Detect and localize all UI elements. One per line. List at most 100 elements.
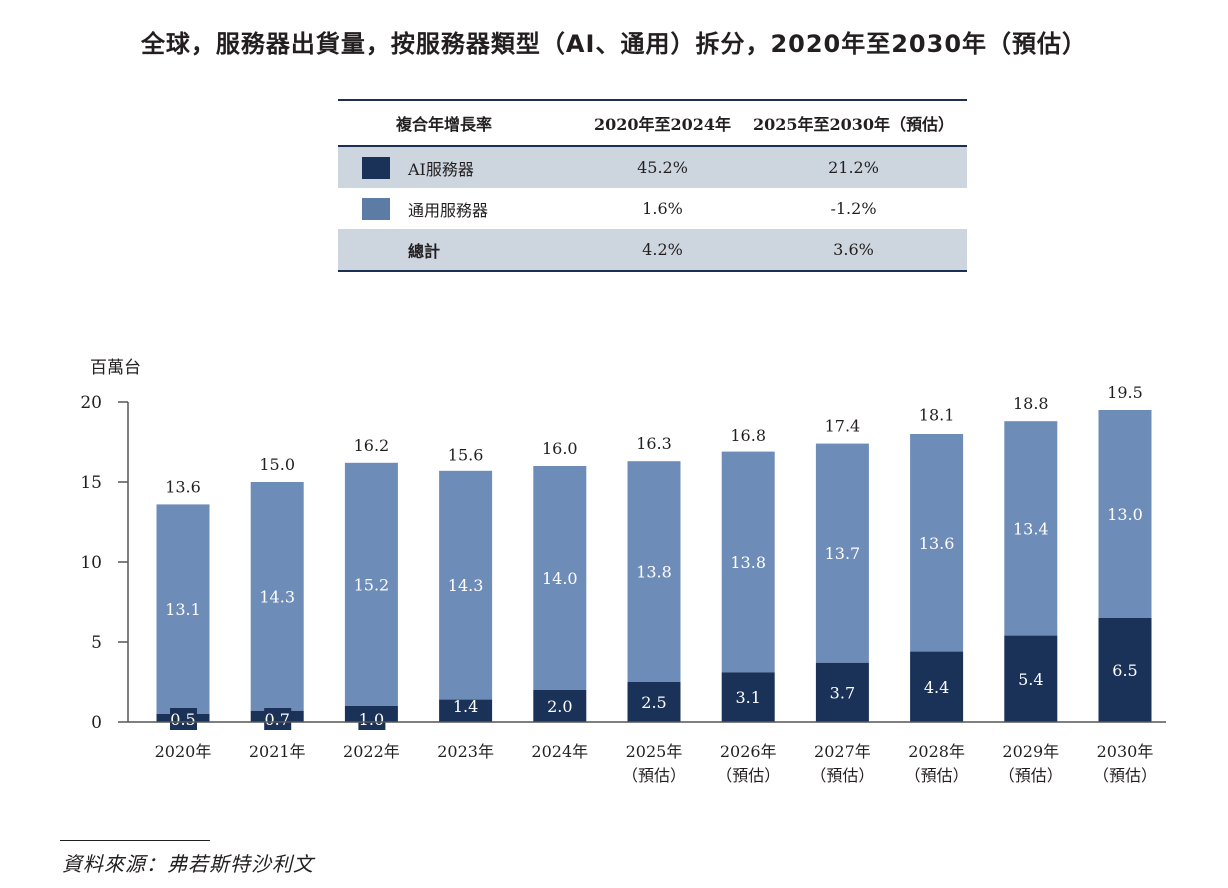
y-axis-label: 百萬台 [90, 358, 141, 378]
cagr-value: 3.6% [833, 240, 874, 259]
x-tick-label: （預估） [810, 766, 874, 785]
bar-segment-ai [815, 662, 869, 722]
data-label-ai: 5.4 [1018, 670, 1043, 689]
x-tick-label: （預估） [622, 766, 686, 785]
bar-segment-general [250, 482, 304, 711]
data-label-ai: 3.7 [830, 683, 855, 702]
bar-segment-ai [533, 690, 587, 722]
data-label-total: 13.6 [165, 477, 201, 496]
y-tick-label: 0 [91, 713, 102, 733]
bar-segment-general [815, 443, 869, 663]
cagr-header-row: 複合年增長率 2020年至2024年 2025年至2030年（預估） [338, 101, 967, 147]
data-label-total: 19.5 [1107, 383, 1143, 402]
x-tick-label: 2022年 [343, 742, 400, 761]
legend-swatch-general [362, 197, 390, 220]
stacked-bar-chart: 百萬台 0 5 10 15 20 0.5 13.1 13.6 2020年 0.7 14.3 15.0 20… [80, 358, 1166, 785]
x-tick-label: 2026年 [720, 742, 777, 761]
cagr-value: 45.2% [637, 158, 688, 177]
ai-label-background [170, 708, 197, 730]
data-label-ai: 4.4 [924, 678, 949, 697]
data-label-general: 13.1 [165, 600, 201, 619]
data-label-general: 14.0 [542, 569, 578, 588]
data-label-ai: 1.0 [359, 710, 384, 729]
bar-segment-general [627, 461, 681, 682]
source-note: 資料來源：弗若斯特沙利文 [62, 852, 314, 876]
data-label-general: 13.0 [1107, 505, 1143, 524]
data-label-ai: 2.5 [641, 693, 666, 712]
data-label-ai: 0.5 [170, 710, 195, 729]
bar-segment-general [533, 466, 587, 690]
x-tick-label: 2027年 [814, 742, 871, 761]
cagr-value: 4.2% [642, 240, 683, 259]
cagr-row-ai: AI服務器 45.2% 21.2% [338, 147, 967, 188]
x-tick-label: 2028年 [908, 742, 965, 761]
bar-segment-ai [721, 672, 775, 722]
source-divider [60, 840, 210, 841]
legend-swatch-ai [362, 156, 390, 179]
x-tick-label: 2023年 [437, 742, 494, 761]
cagr-value: -1.2% [830, 199, 877, 218]
data-label-ai: 2.0 [547, 697, 572, 716]
bar-segment-general [439, 470, 493, 700]
data-label-general: 13.8 [730, 553, 766, 572]
bar-segment-general [1004, 421, 1058, 636]
data-label-total: 16.8 [730, 426, 766, 445]
y-tick-label: 20 [80, 393, 102, 413]
data-label-total: 15.6 [448, 445, 484, 464]
data-label-general: 13.6 [919, 534, 955, 553]
bar-segment-general [721, 451, 775, 673]
cagr-value: 21.2% [828, 158, 879, 177]
bar-segment-ai [439, 699, 493, 722]
data-label-ai: 3.1 [735, 688, 760, 707]
cagr-row-label: 總計 [408, 241, 441, 261]
y-tick-label: 5 [91, 633, 102, 653]
bar-segment-general [156, 504, 210, 714]
x-tick-label: （預估） [905, 766, 969, 785]
data-label-total: 18.8 [1013, 394, 1049, 413]
data-label-total: 15.0 [259, 455, 295, 474]
data-label-general: 14.3 [448, 576, 484, 595]
cagr-header-label: 複合年增長率 [396, 115, 493, 134]
x-tick-label: （預估） [716, 766, 780, 785]
bar-segment-ai [627, 682, 681, 722]
bar-segment-ai [1004, 635, 1058, 722]
x-tick-label: 2021年 [249, 742, 306, 761]
bar-segment-general [1098, 410, 1152, 618]
bar-segment-general [910, 434, 964, 652]
bar-segment-general [344, 462, 398, 706]
x-tick-label: （預估） [1093, 766, 1157, 785]
data-label-general: 13.4 [1013, 519, 1049, 538]
bar-segment-ai [910, 651, 964, 722]
cagr-header-period-2: 2025年至2030年（預估） [752, 115, 955, 134]
ai-label-background [358, 708, 386, 730]
bar-segment-ai [1098, 618, 1152, 722]
data-label-general: 13.7 [825, 544, 861, 563]
data-label-general: 14.3 [259, 587, 295, 606]
data-label-total: 18.1 [919, 405, 955, 424]
x-tick-label: （預估） [999, 766, 1063, 785]
data-label-total: 16.3 [636, 434, 672, 453]
data-label-general: 13.8 [636, 563, 672, 582]
y-tick-label: 15 [80, 473, 102, 493]
cagr-table: 複合年增長率 2020年至2024年 2025年至2030年（預估） AI服務器… [338, 99, 967, 272]
data-label-total: 16.0 [542, 439, 578, 458]
cagr-row-label: AI服務器 [408, 159, 474, 179]
data-label-total: 16.2 [354, 436, 390, 455]
data-label-ai: 6.5 [1112, 661, 1137, 680]
data-label-ai: 0.7 [264, 710, 289, 729]
chart-title: 全球，服務器出貨量，按服務器類型（AI、通用）拆分，2020年至2030年（預估… [140, 30, 1088, 58]
cagr-value: 1.6% [642, 199, 683, 218]
cagr-row-general: 通用服務器 1.6% -1.2% [338, 188, 967, 229]
x-tick-label: 2025年 [626, 742, 683, 761]
x-tick-label: 2020年 [155, 742, 212, 761]
x-tick-label: 2029年 [1002, 742, 1059, 761]
cagr-header-period-1: 2020年至2024年 [593, 115, 732, 134]
ai-label-background [264, 708, 292, 730]
x-tick-label: 2030年 [1097, 742, 1154, 761]
data-label-ai: 1.4 [453, 697, 478, 716]
cagr-row-label: 通用服務器 [408, 200, 489, 220]
data-label-general: 15.2 [354, 575, 390, 594]
y-tick-label: 10 [80, 553, 102, 573]
data-label-total: 17.4 [825, 417, 861, 436]
cagr-row-total: 總計 4.2% 3.6% [338, 229, 967, 270]
